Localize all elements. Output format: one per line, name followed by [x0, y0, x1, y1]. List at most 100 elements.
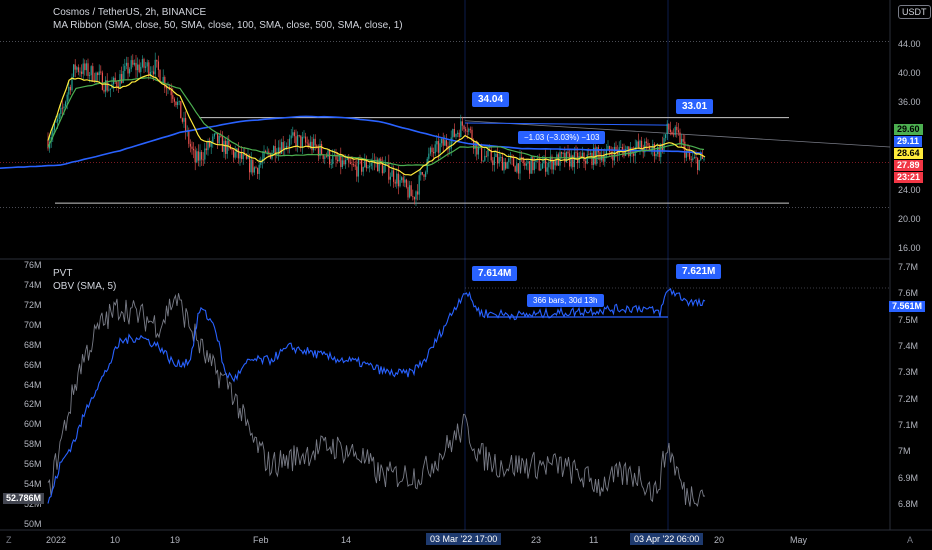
candle-body — [396, 173, 398, 184]
candle-body — [140, 66, 142, 73]
candle-body — [188, 130, 190, 144]
candle-body — [362, 167, 364, 172]
candle-body — [345, 159, 347, 165]
candle-body — [204, 148, 206, 160]
pvt-axis-tick: 54M — [24, 479, 42, 490]
candle-body — [234, 152, 236, 158]
candle-body — [535, 159, 537, 163]
candle-body — [132, 60, 134, 65]
candle-body — [60, 107, 62, 114]
candle-body — [165, 87, 167, 89]
candle-body — [623, 149, 625, 156]
candle-body — [337, 159, 339, 162]
candle-body — [588, 154, 590, 156]
candle-body — [477, 147, 479, 155]
obv-axis-tick: 7.5M — [898, 314, 919, 325]
candle-body — [682, 138, 684, 142]
candle-body — [225, 140, 227, 154]
obv-axis-tick: 7.4M — [898, 341, 919, 351]
currency-badge[interactable]: USDT — [898, 5, 931, 19]
candle-body — [151, 71, 153, 73]
price-axis-value-label: 29.60 — [894, 124, 923, 135]
candle-body — [74, 64, 76, 70]
candle-body — [540, 168, 542, 171]
candle-body — [626, 146, 628, 150]
candle-body — [217, 133, 219, 144]
candle-body — [645, 141, 647, 143]
candle-body — [575, 152, 577, 154]
candle-body — [629, 147, 631, 157]
candle-body — [665, 134, 667, 139]
candle-body — [47, 139, 49, 149]
zoom-icon[interactable]: Z — [6, 535, 12, 545]
candle-body — [133, 62, 135, 65]
candle-body — [305, 136, 307, 143]
candle-body — [409, 185, 411, 198]
candle-body — [410, 185, 412, 197]
candle-body — [415, 191, 417, 200]
time-axis-label: 11 — [589, 535, 599, 545]
price-high-callout-2: 33.01 — [676, 99, 714, 114]
ma-ribbon-legend[interactable]: MA Ribbon (SMA, close, 50, SMA, close, 1… — [53, 20, 403, 31]
price-axis-tick: 44.00 — [898, 39, 921, 49]
candle-body — [346, 158, 348, 160]
candle-body — [490, 150, 492, 161]
candle-body — [439, 143, 441, 153]
candle-body — [241, 152, 243, 160]
candle-body — [545, 156, 547, 172]
candle-body — [210, 142, 212, 147]
candle-body — [625, 149, 627, 156]
candle-body — [649, 145, 651, 152]
candle-body — [609, 146, 611, 153]
candle-body — [511, 157, 513, 159]
candle-body — [461, 121, 463, 126]
pvt-axis-tick: 52M — [24, 499, 42, 510]
candle-body — [77, 67, 79, 72]
candle-body — [194, 150, 196, 163]
candle-body — [282, 142, 284, 150]
candle-body — [549, 156, 551, 163]
candle-body — [389, 176, 391, 180]
trend-line — [464, 120, 891, 148]
candle-body — [292, 132, 294, 136]
candle-body — [332, 155, 334, 165]
candle-body — [253, 167, 255, 173]
candle-body — [442, 138, 444, 146]
obv-legend[interactable]: OBV (SMA, 5) — [53, 281, 117, 292]
candle-body — [503, 162, 505, 171]
candle-body — [569, 153, 571, 167]
candle-body — [69, 86, 71, 91]
candle-body — [180, 101, 182, 119]
candle-body — [431, 147, 433, 153]
candle-body — [348, 158, 350, 163]
candle-body — [260, 162, 262, 165]
price-axis-tick: 40.00 — [898, 68, 921, 79]
candle-body — [445, 140, 447, 146]
candle-body — [298, 135, 300, 136]
candle-body — [215, 133, 217, 134]
candle-body — [418, 175, 420, 195]
candle-body — [399, 180, 401, 187]
candle-body — [162, 76, 164, 84]
candle-body — [351, 163, 353, 165]
price-axis-value-label: 28.64 — [894, 148, 923, 159]
candle-body — [149, 72, 151, 76]
auto-scale-button[interactable]: A — [907, 535, 914, 545]
candle-body — [674, 126, 676, 136]
candle-body — [297, 135, 299, 146]
price-axis-value-label: 23:21 — [894, 172, 924, 183]
candle-body — [493, 157, 495, 166]
pvt-axis-tick: 58M — [24, 439, 42, 450]
obv-axis-tick: 7.2M — [898, 393, 919, 404]
candle-body — [231, 149, 233, 151]
candle-body — [268, 151, 270, 153]
price-axis-value-label: 29.11 — [894, 136, 923, 147]
candle-body — [164, 76, 166, 88]
candle-body — [391, 170, 393, 177]
candle-body — [121, 74, 123, 83]
pvt-legend[interactable]: PVT — [53, 268, 73, 279]
candle-body — [145, 66, 147, 68]
candle-body — [313, 138, 315, 151]
candle-body — [127, 62, 129, 74]
